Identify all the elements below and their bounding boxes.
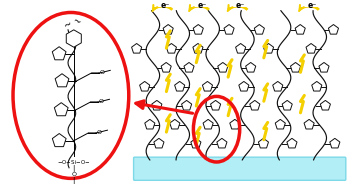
Polygon shape [263,43,274,53]
Polygon shape [132,43,142,53]
Text: |: | [73,165,75,172]
Polygon shape [282,100,292,110]
Polygon shape [287,138,297,148]
Polygon shape [166,43,176,53]
Polygon shape [175,81,185,91]
Text: ~: ~ [71,16,82,28]
Polygon shape [304,119,314,129]
Polygon shape [202,81,212,91]
Polygon shape [52,134,66,147]
Polygon shape [239,81,249,91]
Polygon shape [191,138,201,148]
Text: $-$O$-$Si$-$O$-$: $-$O$-$Si$-$O$-$ [57,158,91,166]
Text: O: O [97,130,102,135]
Polygon shape [170,119,180,129]
Polygon shape [182,100,192,110]
Text: |: | [73,177,75,184]
Polygon shape [320,100,330,110]
Polygon shape [246,63,256,72]
Polygon shape [329,25,338,34]
Polygon shape [312,81,322,91]
Polygon shape [275,119,285,129]
Polygon shape [295,25,305,34]
Polygon shape [193,43,203,53]
FancyBboxPatch shape [133,157,346,180]
Polygon shape [52,47,66,60]
Polygon shape [66,30,81,47]
Text: ~: ~ [63,19,75,31]
Polygon shape [152,100,162,110]
Polygon shape [306,43,316,53]
Polygon shape [330,138,340,148]
Polygon shape [211,100,221,110]
Polygon shape [161,63,171,72]
Polygon shape [224,25,234,34]
Ellipse shape [13,12,129,178]
Polygon shape [139,81,150,91]
Polygon shape [258,138,268,148]
Text: e⁻: e⁻ [236,1,245,10]
Polygon shape [236,43,246,53]
Polygon shape [250,100,260,110]
Polygon shape [184,63,194,72]
Polygon shape [193,25,203,34]
Polygon shape [291,63,301,72]
Polygon shape [154,138,164,148]
Text: O: O [71,172,76,177]
Polygon shape [230,119,240,129]
Polygon shape [273,81,283,91]
Polygon shape [203,119,213,129]
Text: e⁻: e⁻ [161,1,170,10]
Polygon shape [254,25,264,34]
Polygon shape [163,25,173,34]
Polygon shape [319,63,329,72]
Polygon shape [145,119,155,129]
Polygon shape [217,138,227,148]
Text: e⁻: e⁻ [307,1,317,10]
Text: O: O [99,70,105,75]
Polygon shape [55,74,69,87]
Polygon shape [218,63,228,72]
Text: O: O [99,99,104,104]
Text: e⁻: e⁻ [198,1,207,10]
Polygon shape [55,103,68,116]
